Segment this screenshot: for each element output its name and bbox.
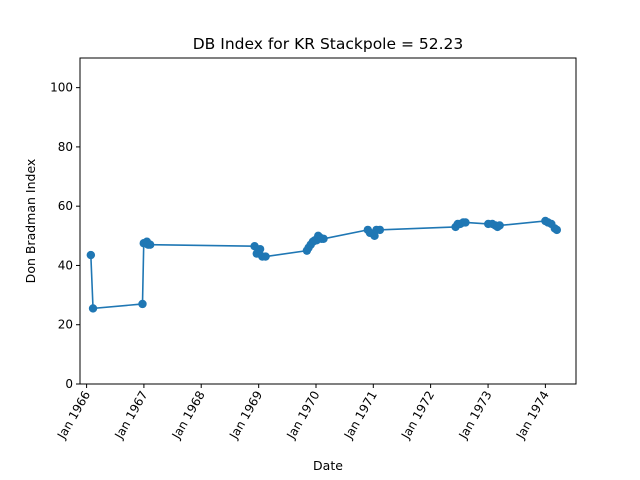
x-tick-label: Jan 1970 xyxy=(284,389,323,443)
y-tick-label: 60 xyxy=(58,199,73,213)
data-point xyxy=(88,304,98,313)
axes-frame xyxy=(79,57,577,385)
x-tick-label: Jan 1969 xyxy=(226,389,265,443)
data-point xyxy=(552,225,562,235)
series-line xyxy=(90,220,558,310)
x-tick-label: Jan 1971 xyxy=(341,389,380,443)
data-point xyxy=(495,221,504,230)
y-tick-label: 40 xyxy=(58,258,73,272)
y-tick-label: 0 xyxy=(65,377,73,391)
data-point xyxy=(461,218,470,227)
y-tick-label: 100 xyxy=(50,81,73,95)
y-tick-label: 80 xyxy=(58,140,73,154)
x-tick-label: Jan 1966 xyxy=(54,389,93,443)
data-point xyxy=(255,244,265,254)
x-tick-label: Jan 1974 xyxy=(513,389,552,443)
x-tick-label: Jan 1967 xyxy=(111,389,150,443)
plot-area xyxy=(86,216,562,313)
x-tick-label: Jan 1973 xyxy=(456,389,495,443)
data-point xyxy=(375,225,385,235)
x-tick-label: Jan 1968 xyxy=(169,389,208,443)
data-point xyxy=(261,252,270,261)
data-point xyxy=(86,250,96,260)
y-tick-label: 20 xyxy=(58,318,73,332)
chart-title: DB Index for KR Stackpole = 52.23 xyxy=(193,35,464,53)
x-tick-label: Jan 1972 xyxy=(398,389,437,443)
data-point xyxy=(145,240,155,249)
data-point xyxy=(319,234,328,243)
y-axis-label: Don Bradman Index xyxy=(23,159,38,284)
data-point xyxy=(138,299,147,309)
x-axis-label: Date xyxy=(313,458,343,473)
